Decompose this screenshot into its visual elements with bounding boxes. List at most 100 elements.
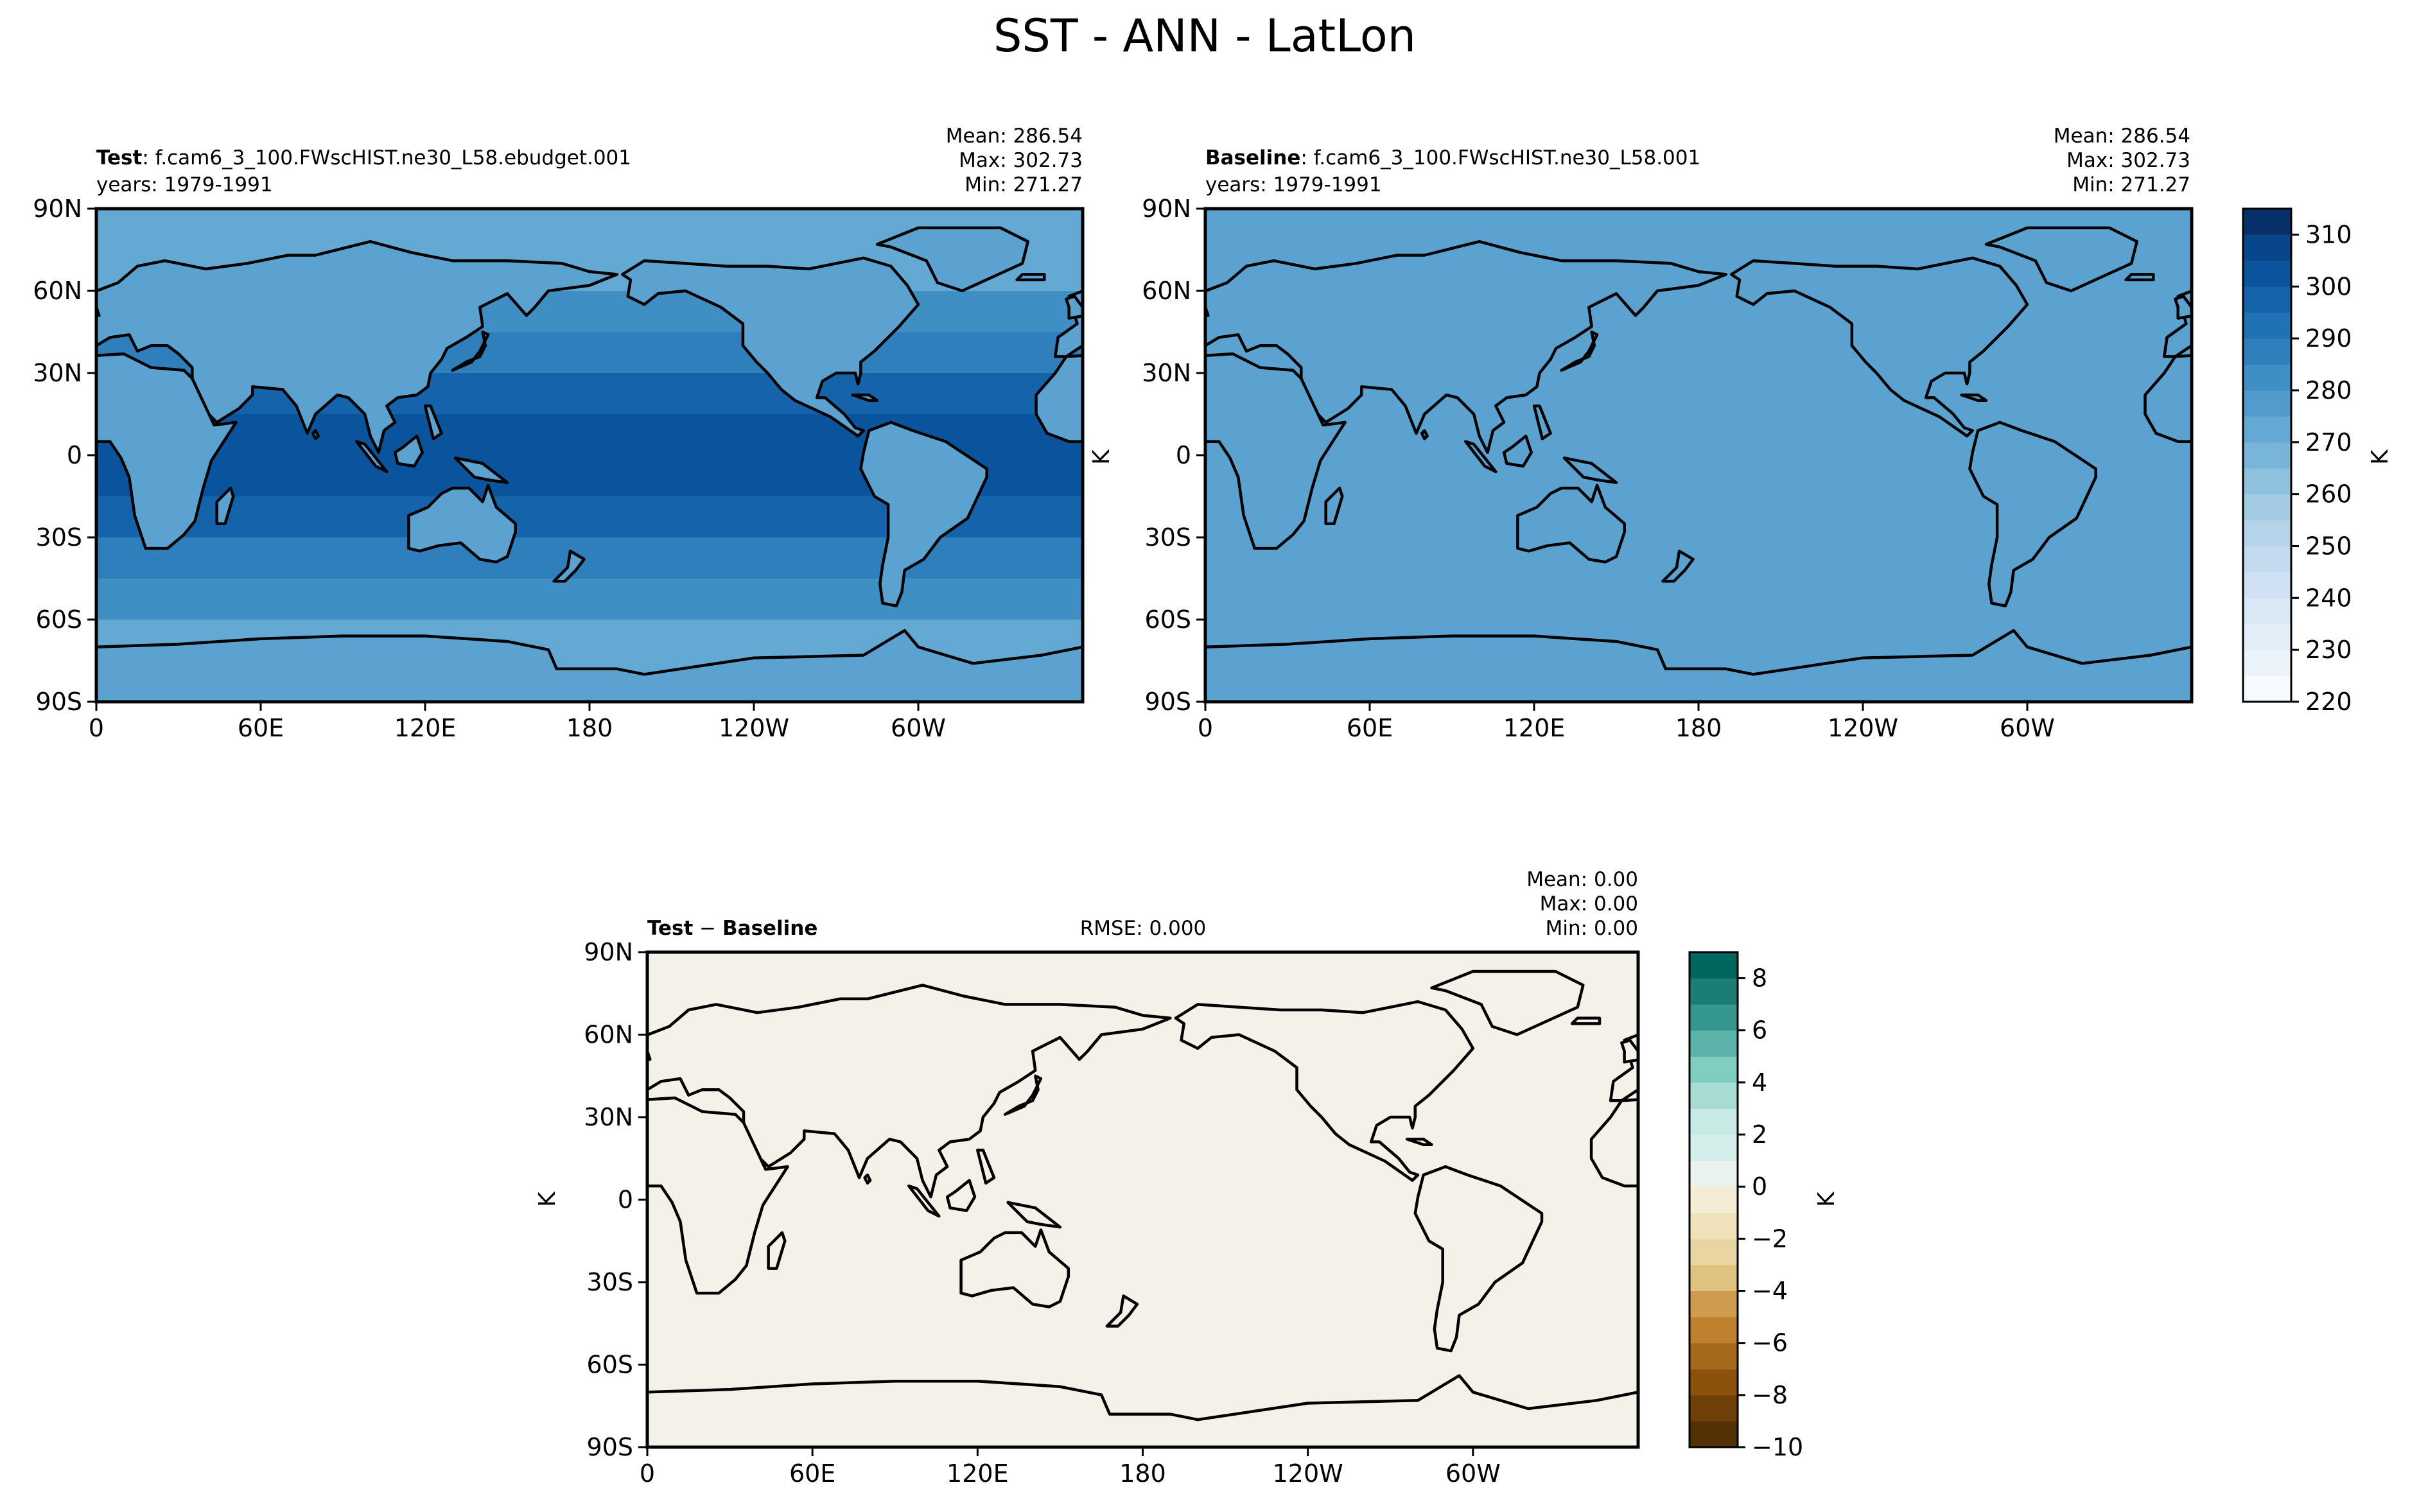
sst-band-7	[96, 578, 1083, 620]
coastline-borneo	[1502, 434, 1533, 468]
colorbar-segment	[2243, 209, 2291, 235]
coastline-japan	[1560, 330, 1599, 372]
panel-baseline-years: years: 1979-1991	[1205, 173, 1382, 196]
colorbar-segment	[1690, 1395, 1738, 1421]
colorbar-segment	[1690, 1186, 1738, 1213]
lat-tick-label: 30S	[1145, 523, 1191, 552]
coastline-madagascar	[1324, 486, 1344, 525]
colorbar-segment	[2243, 390, 2291, 417]
panel-test-label-bold: Test	[96, 146, 143, 169]
panel-diff-max: Max: 0.00	[1540, 892, 1638, 916]
colorbar-segment	[2243, 546, 2291, 573]
coastline-australia	[959, 1228, 1070, 1308]
coastline-north-america	[620, 256, 920, 438]
coastline-cuba	[851, 393, 879, 402]
coastline-iceland-wrap	[1015, 273, 1046, 282]
lon-tick-label: 60W	[2000, 714, 2055, 742]
map-body	[96, 209, 1083, 702]
coastline-africa-wrap	[1589, 1098, 1638, 1188]
lat-tick-label: 90N	[1142, 195, 1191, 223]
coastline-north-america	[1729, 256, 2029, 438]
panel-diff: Test − Baseline RMSE: 0.000 Mean: 0.00 M…	[534, 868, 1640, 1488]
coastline-new-zealand	[1105, 1294, 1139, 1328]
colorbar-segment	[1690, 1056, 1738, 1083]
coastline-antarctica	[1205, 629, 2192, 702]
lat-tick-label: 0	[67, 441, 82, 469]
colorbar-sst-label: K	[2367, 449, 2393, 465]
svg-text:Test − Baseline: Test − Baseline	[647, 917, 817, 940]
panel-diff-rmse: RMSE: 0.000	[1080, 917, 1207, 940]
colorbar-tick-label: −4	[1752, 1277, 1788, 1305]
colorbar-segment	[2243, 520, 2291, 546]
colorbar-segment	[2243, 442, 2291, 469]
coastline-borneo	[393, 434, 424, 468]
coastline-antarctica	[96, 629, 1083, 702]
map-axes: 0 60E 120E 180 120W 60W 90N 60N 30N 0 30S 60S 90S	[584, 938, 1501, 1488]
coastline-iceland-wrap	[1570, 1016, 1602, 1025]
colorbar-sst: 220 230 240 250 260 270 280 290 300 310	[2242, 207, 2352, 716]
coastline-japan	[1003, 1074, 1043, 1116]
colorbar-segment	[2243, 234, 2291, 261]
colorbar-segment	[2243, 468, 2291, 495]
colorbar-tick-label: 310	[2305, 220, 2352, 248]
lat-tick-label: 90S	[587, 1433, 633, 1461]
colorbar-segment	[2243, 416, 2291, 443]
lon-tick-label: 180	[1675, 714, 1722, 742]
colorbar-tick-label: 230	[2305, 636, 2352, 664]
panel-baseline: Baseline: f.cam6_3_100.FWscHIST.ne30_L58…	[1088, 125, 2194, 742]
colorbar-segment	[2243, 364, 2291, 391]
figure-title: SST - ANN - LatLon	[993, 10, 1416, 62]
lat-tick-label: 90N	[33, 195, 82, 223]
lat-tick-label: 0	[1176, 441, 1191, 469]
lon-tick-label: 0	[640, 1459, 655, 1488]
colorbar-tick-label: 290	[2305, 324, 2352, 352]
panel-test-max: Max: 302.73	[959, 149, 1083, 172]
coastline-south-america	[1413, 1165, 1544, 1353]
svg-text:Baseline: f.cam6_3_100.FWscHIS: Baseline: f.cam6_3_100.FWscHIST.ne30_L58…	[1205, 146, 1700, 169]
colorbar-segment	[1690, 1030, 1738, 1057]
lon-tick-label: 60W	[1445, 1459, 1501, 1488]
map-axes: 0 60E 120E 180 120W 60W 90N 60N 30N 0 30S 60S 90S	[33, 195, 946, 742]
lat-tick-label: 30N	[1142, 359, 1191, 387]
lat-tick-label: 90S	[36, 688, 82, 716]
lat-tick-label: 60S	[36, 605, 82, 634]
coastline-new-guinea	[1562, 456, 1618, 484]
panel-test-case-name: : f.cam6_3_100.FWscHIST.ne30_L58.ebudget…	[142, 146, 631, 169]
panel-test-map: 0 60E 120E 180 120W 60W 90N 60N 30N 0 30S 60S 90S	[33, 195, 1085, 742]
colorbar-segment	[1690, 952, 1738, 979]
coastline-sumatra	[355, 440, 389, 473]
map-body	[647, 952, 1638, 1447]
lon-tick-label: 0	[1198, 714, 1213, 742]
coastline-south-america	[859, 421, 988, 607]
coastline-sri-lanka	[1420, 429, 1429, 440]
panel-diff-mean: Mean: 0.00	[1526, 868, 1638, 891]
colorbar-tick-label: 4	[1752, 1068, 1767, 1097]
colorbar-segment	[2243, 650, 2291, 677]
colorbar-diff: −10 −8 −6 −4 −2 0 2 4 6 8	[1688, 951, 1803, 1461]
coastline-greenland	[1430, 969, 1585, 1036]
coastline-philippines	[1532, 404, 1552, 440]
coastline-australia	[1516, 483, 1627, 564]
lat-tick-label: 90S	[1145, 688, 1191, 716]
colorbar-tick-label: 280	[2305, 376, 2352, 404]
coastline-iceland-wrap	[2124, 273, 2155, 282]
lon-tick-label: 180	[566, 714, 613, 742]
lon-tick-label: 60E	[238, 714, 284, 742]
lat-tick-label: 60S	[587, 1351, 633, 1379]
colorbar-tick-label: −8	[1752, 1381, 1788, 1409]
coastline-philippines	[976, 1149, 996, 1185]
colorbar-tick-label: 270	[2305, 428, 2352, 456]
coastline-africa	[647, 1096, 789, 1295]
svg-text:Test: f.cam6_3_100.FWscHIST.ne: Test: f.cam6_3_100.FWscHIST.ne30_L58.ebu…	[96, 146, 631, 169]
colorbar-diff-label: K	[1813, 1191, 1840, 1207]
colorbar-segment	[2243, 338, 2291, 365]
panel-diff-min: Min: 0.00	[1546, 917, 1638, 940]
coastline-sumatra	[1464, 440, 1498, 473]
colorbar-segment	[1690, 1264, 1738, 1292]
lat-tick-label: 30S	[587, 1268, 633, 1296]
coastline-north-america	[1174, 1000, 1475, 1182]
colorbar-segment	[2243, 675, 2291, 702]
panel-diff-label-baseline: Baseline	[722, 917, 817, 940]
coastline-africa-wrap	[2144, 354, 2192, 443]
